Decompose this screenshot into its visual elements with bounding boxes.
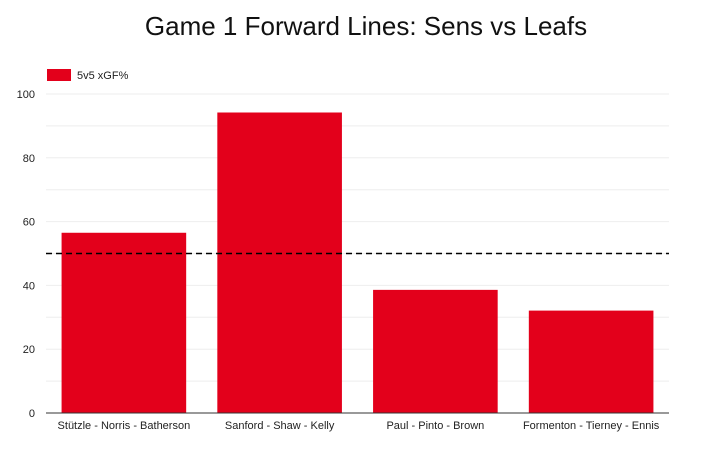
bar xyxy=(61,232,187,413)
x-tick-label: Sanford - Shaw - Kelly xyxy=(225,420,335,432)
legend-swatch xyxy=(47,69,71,81)
y-tick-labels: 0 20 40 60 80 100 xyxy=(17,89,35,420)
y-tick-label: 0 xyxy=(29,408,35,420)
bar xyxy=(373,289,498,413)
x-tick-label: Stützle - Norris - Batherson xyxy=(58,420,191,432)
x-tick-labels: Stützle - Norris - Batherson Sanford - Sh… xyxy=(58,420,660,432)
y-tick-label: 80 xyxy=(23,153,35,165)
y-tick-label: 100 xyxy=(17,89,35,101)
bars xyxy=(61,112,654,413)
x-tick-label: Paul - Pinto - Brown xyxy=(386,420,484,432)
chart-title: Game 1 Forward Lines: Sens vs Leafs xyxy=(145,11,587,41)
bar xyxy=(528,310,654,413)
legend: 5v5 xGF% xyxy=(47,69,129,82)
y-tick-label: 60 xyxy=(23,217,35,229)
bar xyxy=(217,112,342,413)
y-tick-label: 40 xyxy=(23,280,35,292)
legend-label: 5v5 xGF% xyxy=(77,70,129,82)
y-tick-label: 20 xyxy=(23,344,35,356)
x-tick-label: Formenton - Tierney - Ennis xyxy=(523,420,660,432)
